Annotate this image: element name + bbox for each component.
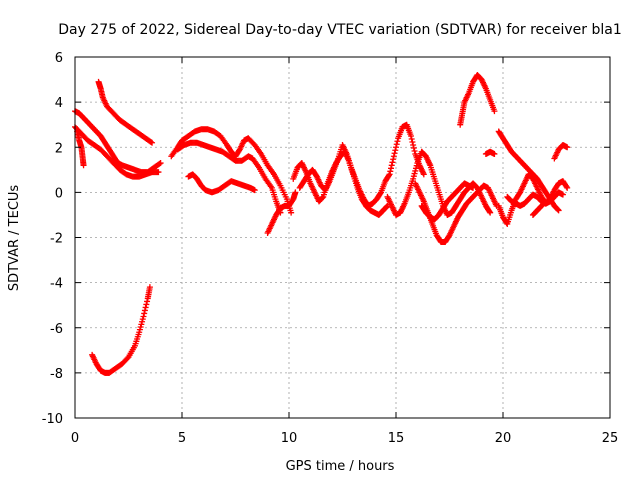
series-track-s bbox=[504, 189, 566, 209]
data-point bbox=[288, 209, 295, 216]
series-track-c bbox=[74, 128, 87, 169]
data-point bbox=[491, 108, 498, 115]
y-tick-label: 6 bbox=[55, 51, 63, 66]
data-point bbox=[146, 284, 153, 291]
series-track-r bbox=[495, 171, 571, 227]
data-point bbox=[377, 190, 384, 197]
data-point bbox=[410, 145, 417, 152]
series-track-m bbox=[412, 180, 500, 246]
data-point bbox=[392, 147, 399, 154]
data-point bbox=[410, 141, 417, 148]
data-point bbox=[389, 159, 396, 166]
y-tick-label: 0 bbox=[55, 186, 63, 201]
chart-title: Day 275 of 2022, Sidereal Day-to-day VTE… bbox=[58, 22, 621, 38]
series-track-t bbox=[529, 198, 549, 218]
data-point bbox=[555, 207, 562, 214]
y-tick-label: -4 bbox=[50, 277, 63, 292]
data-point bbox=[420, 171, 427, 178]
data-point bbox=[144, 298, 151, 305]
data-point bbox=[156, 160, 163, 167]
data-point bbox=[470, 184, 477, 191]
data-point bbox=[157, 160, 164, 167]
data-point bbox=[563, 183, 570, 190]
data-point bbox=[407, 132, 414, 139]
data-point bbox=[383, 203, 390, 210]
data-point bbox=[149, 139, 156, 146]
data-point bbox=[141, 310, 148, 317]
y-tick-label: 4 bbox=[55, 96, 63, 111]
series-track-l bbox=[384, 148, 494, 218]
series-track-n bbox=[418, 180, 477, 223]
data-point bbox=[388, 165, 395, 172]
data-point bbox=[140, 313, 147, 320]
x-tick-label: 0 bbox=[71, 431, 79, 446]
x-tick-label: 15 bbox=[388, 431, 405, 446]
data-point bbox=[292, 189, 299, 196]
data-point bbox=[391, 150, 398, 157]
data-point bbox=[409, 138, 416, 145]
data-point bbox=[487, 209, 494, 216]
x-tick-label: 5 bbox=[178, 431, 186, 446]
data-point bbox=[141, 307, 148, 314]
data-point bbox=[143, 301, 150, 308]
series-track-p bbox=[482, 148, 498, 158]
x-tick-label: 20 bbox=[495, 431, 512, 446]
data-point bbox=[559, 191, 566, 198]
data-point bbox=[390, 156, 397, 163]
data-point bbox=[408, 135, 415, 142]
data-point bbox=[388, 162, 395, 169]
x-tick-label: 10 bbox=[281, 431, 298, 446]
data-point bbox=[387, 168, 394, 175]
series-track-f bbox=[168, 126, 295, 216]
series-track-e bbox=[89, 284, 153, 376]
x-tick-label: 25 bbox=[602, 431, 619, 446]
series-track-o bbox=[457, 72, 498, 128]
data-point bbox=[251, 187, 258, 194]
data-point bbox=[385, 172, 392, 179]
data-point bbox=[386, 171, 393, 178]
y-tick-label: -10 bbox=[42, 412, 63, 427]
data-point bbox=[390, 153, 397, 160]
series-track-h bbox=[185, 171, 258, 196]
data-point bbox=[147, 138, 154, 145]
data-point bbox=[319, 194, 326, 201]
data-point bbox=[491, 151, 498, 158]
y-tick-label: -2 bbox=[50, 232, 63, 247]
y-tick-label: 2 bbox=[55, 141, 63, 156]
data-point bbox=[142, 304, 149, 311]
y-tick-label: -6 bbox=[50, 322, 63, 337]
series-track-i bbox=[264, 189, 299, 236]
data-point bbox=[155, 169, 162, 176]
data-point bbox=[80, 162, 87, 169]
axis-ticks: 0 5 10 15 20 25 -10 -8 -6 -4 -2 0 2 4 6 bbox=[42, 51, 619, 446]
data-points bbox=[72, 72, 571, 376]
data-point bbox=[411, 148, 418, 155]
series-track-d bbox=[95, 78, 156, 146]
data-point bbox=[564, 184, 571, 191]
y-tick-label: -8 bbox=[50, 367, 63, 382]
series-track-k bbox=[296, 121, 427, 209]
y-axis-label: SDTVAR / TECUs bbox=[7, 185, 22, 292]
data-point bbox=[542, 198, 549, 205]
data-point bbox=[393, 141, 400, 148]
data-point bbox=[542, 199, 549, 206]
data-point bbox=[394, 138, 401, 145]
data-point bbox=[486, 208, 493, 215]
data-point bbox=[554, 206, 561, 213]
grid-lines bbox=[75, 57, 610, 418]
series-track-b bbox=[72, 123, 162, 180]
data-point bbox=[564, 144, 571, 151]
x-axis-label: GPS time / hours bbox=[286, 459, 395, 474]
data-point bbox=[124, 355, 131, 362]
data-point bbox=[393, 144, 399, 151]
series-track-u bbox=[551, 141, 571, 162]
